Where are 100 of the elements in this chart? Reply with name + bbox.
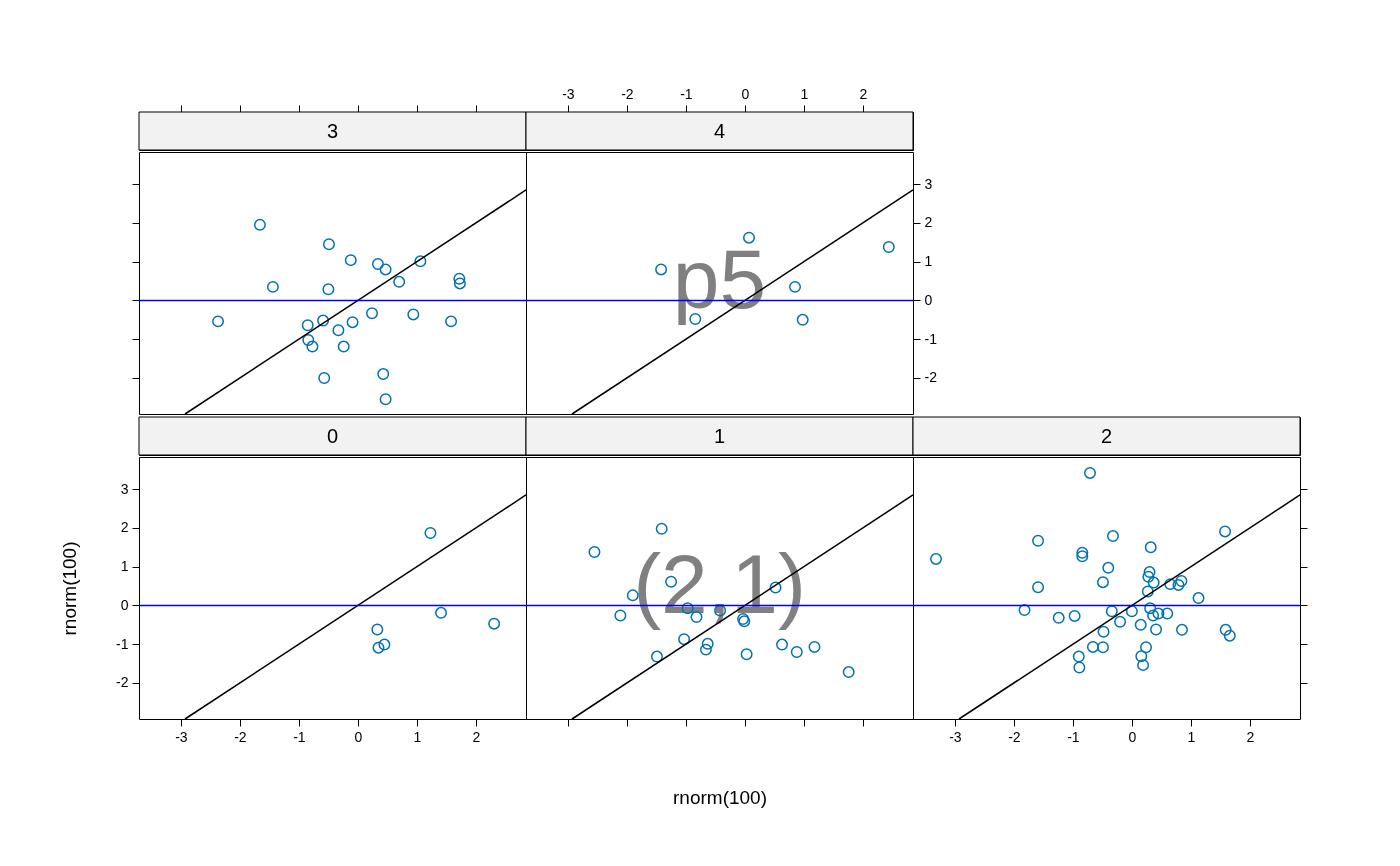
point (1018, 604, 1031, 617)
point (322, 238, 335, 251)
y-tick-label: 1 (120, 558, 129, 575)
point (1152, 607, 1165, 620)
point (344, 254, 357, 267)
y-tick-label: 2 (924, 214, 933, 231)
x-tick-label: -2 (234, 728, 247, 745)
point (414, 255, 427, 268)
point (337, 340, 350, 353)
point (1086, 640, 1099, 653)
point (371, 623, 384, 636)
point (1076, 550, 1089, 563)
y-tick-label: 0 (120, 596, 129, 613)
point (1176, 623, 1189, 636)
x-tick-label: 1 (800, 85, 809, 102)
point (1102, 561, 1115, 574)
point (1192, 592, 1205, 605)
point (882, 240, 895, 253)
point (1150, 623, 1163, 636)
chart-title: 4 (713, 120, 726, 142)
point (776, 638, 789, 651)
point (1147, 609, 1160, 622)
y-tick-label: 3 (924, 175, 933, 192)
point (302, 333, 315, 346)
point (588, 545, 601, 558)
point (1143, 566, 1156, 579)
point (1032, 581, 1045, 594)
x-tick-label: -1 (680, 85, 693, 102)
point (650, 650, 663, 663)
point (379, 263, 392, 276)
point (435, 606, 448, 619)
x-tick-label: -1 (293, 728, 306, 745)
point (1141, 585, 1154, 598)
point (372, 641, 385, 654)
point (1140, 641, 1153, 654)
point (790, 645, 803, 658)
x-tick-label: -3 (175, 728, 188, 745)
point (266, 280, 279, 293)
point (1223, 629, 1236, 642)
point (699, 643, 712, 656)
x-tick-label: 0 (354, 728, 363, 745)
point (678, 633, 691, 646)
y-axis-title: rnorm(100) (58, 541, 80, 636)
x-tick-label: 0 (741, 85, 750, 102)
x-tick-label: -1 (1067, 728, 1080, 745)
y-tick-label: -2 (924, 369, 938, 386)
point (701, 637, 714, 650)
x-tick-label: -2 (621, 85, 634, 102)
point (1125, 605, 1138, 618)
y-tick-label: -1 (924, 330, 938, 347)
point (1164, 578, 1177, 591)
point (1147, 576, 1160, 589)
point (445, 315, 458, 328)
point (1097, 625, 1110, 638)
point (1096, 576, 1109, 589)
point (322, 283, 335, 296)
point (789, 280, 802, 293)
x-tick-label: 1 (1187, 728, 1196, 745)
point (1072, 650, 1085, 663)
point (655, 263, 668, 276)
point (453, 272, 466, 285)
point (808, 640, 821, 653)
point (379, 393, 392, 406)
point (488, 617, 501, 630)
point (318, 371, 331, 384)
point (1076, 546, 1089, 559)
point (306, 340, 319, 353)
point (930, 552, 942, 565)
y-tick-label: 2 (120, 519, 129, 536)
point (1135, 650, 1148, 663)
x-tick-label: 2 (859, 85, 868, 102)
x-tick-label: -3 (949, 728, 962, 745)
point (366, 307, 379, 320)
point (1083, 466, 1096, 479)
x-tick-label: -2 (1008, 728, 1021, 745)
point (253, 218, 266, 231)
y-tick-label: 1 (924, 253, 933, 270)
point (346, 316, 359, 329)
y-tick-label: -2 (116, 674, 129, 691)
point (1134, 618, 1147, 631)
point (301, 319, 314, 332)
point (655, 522, 668, 535)
point (407, 308, 420, 321)
point (1114, 615, 1127, 628)
point (332, 324, 345, 337)
point (1219, 525, 1232, 538)
point (740, 648, 753, 661)
point (317, 314, 330, 327)
chart-title: 3 (326, 120, 339, 142)
point (1073, 661, 1086, 674)
point (796, 313, 809, 326)
x-tick-label: 0 (1128, 728, 1137, 745)
x-axis-title: rnorm(100) (673, 787, 767, 808)
point (1144, 602, 1157, 615)
chart-title: 2 (1100, 425, 1113, 447)
point (378, 638, 391, 651)
chart-title: 1 (713, 425, 726, 447)
point (424, 526, 437, 539)
y-tick-label: 0 (924, 291, 933, 308)
point (371, 258, 384, 270)
